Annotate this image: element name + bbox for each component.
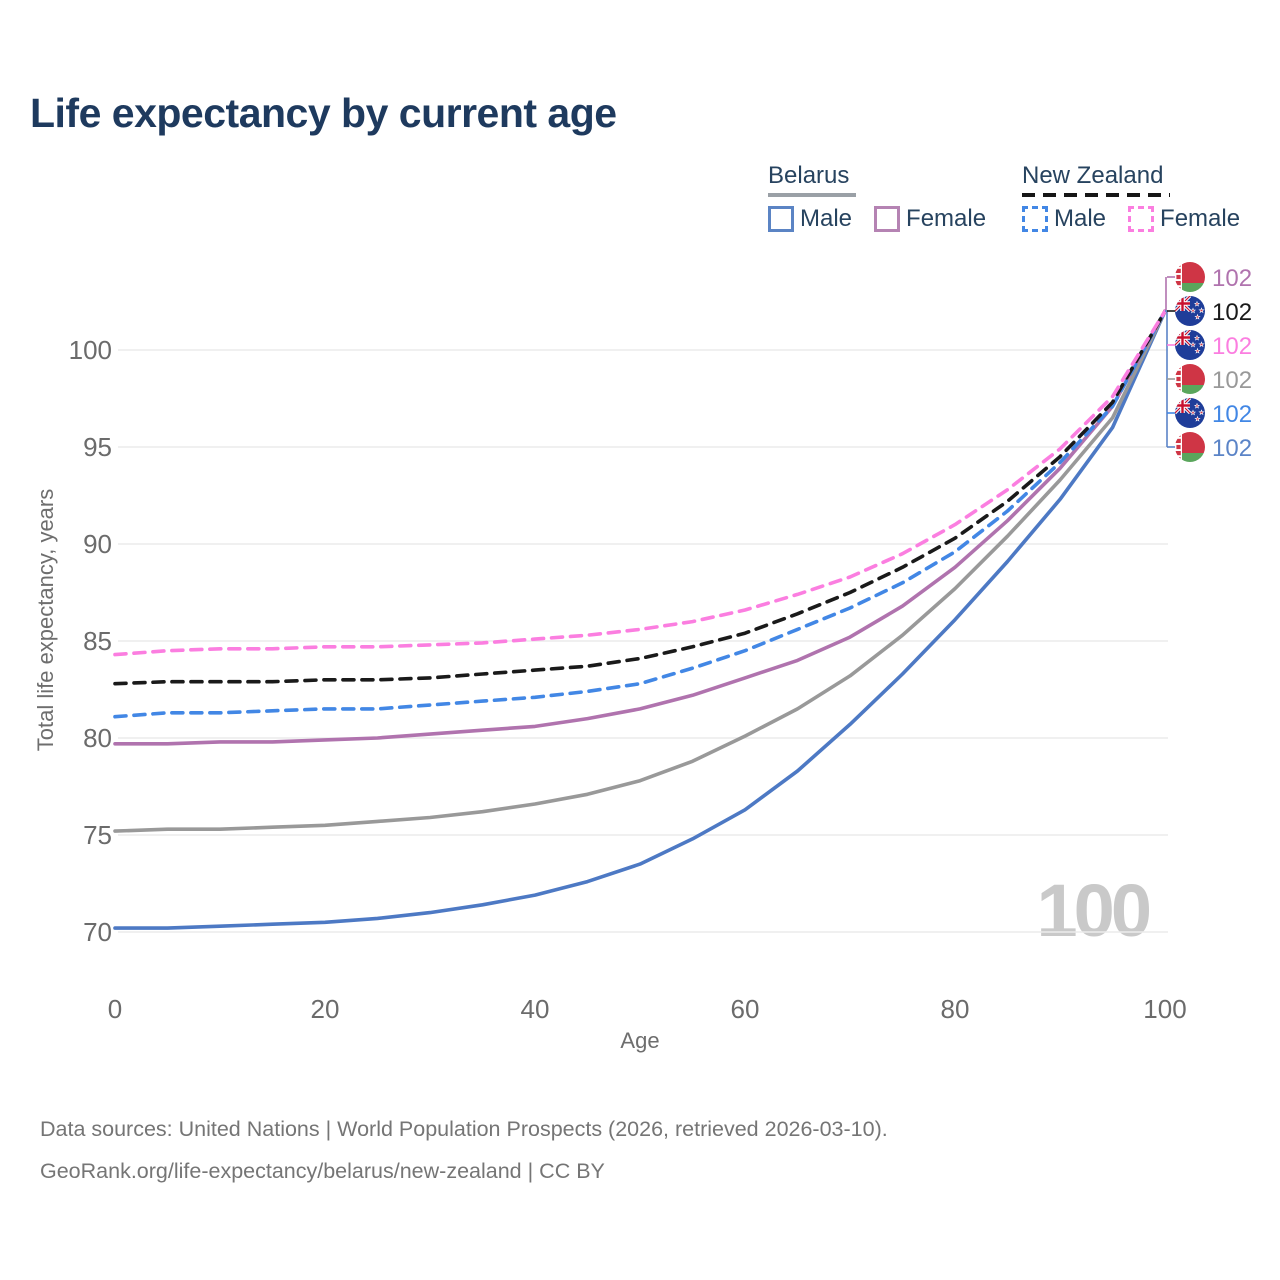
legend-item-nz-male[interactable]: Male	[1022, 205, 1106, 233]
legend-item-belarus-male[interactable]: Male	[768, 205, 852, 233]
footer-attribution-link[interactable]: GeoRank.org/life-expectancy/belarus/new-…	[40, 1159, 605, 1183]
series-line-belarus_both	[113, 309, 1167, 833]
end-value-nz_both: 102	[1212, 299, 1252, 326]
legend-item-label: Male	[800, 205, 853, 232]
x-tick-label-60: 60	[731, 994, 760, 1024]
y-tick-label-70: 70	[83, 917, 112, 947]
nz-male-swatch[interactable]	[1022, 206, 1048, 232]
legend-group-belarus: Belarus Male Female	[768, 162, 1008, 233]
y-tick-label-100: 100	[69, 335, 112, 365]
age-counter-watermark: 100	[1036, 869, 1152, 952]
nz-female-swatch[interactable]	[1128, 206, 1155, 232]
legend-item-nz-female[interactable]: Female	[1128, 205, 1240, 233]
y-tick-label-85: 85	[83, 626, 112, 656]
series-line-belarus_female	[113, 309, 1167, 746]
series-line-nz_female	[113, 309, 1167, 657]
belarus-flag-icon	[1175, 432, 1205, 462]
footer: Data sources: United Nations | World Pop…	[40, 1108, 888, 1192]
end-value-belarus_female: 102	[1212, 265, 1252, 292]
y-tick-label-90: 90	[83, 529, 112, 559]
leader-line-down	[1165, 310, 1168, 447]
end-value-nz_male: 102	[1212, 401, 1252, 428]
footer-data-sources: Data sources: United Nations | World Pop…	[40, 1117, 888, 1141]
belarus-line-style-swatch	[768, 193, 856, 197]
legend-group-title[interactable]: New Zealand	[1022, 162, 1164, 189]
x-tick-label-80: 80	[941, 994, 970, 1024]
series-line-belarus_male	[113, 309, 1167, 930]
new-zealand-flag-icon	[1175, 330, 1205, 360]
end-value-belarus_both: 102	[1212, 367, 1252, 394]
x-tick-label-20: 20	[311, 994, 340, 1024]
belarus-flag-icon	[1175, 364, 1205, 394]
x-tick-label-100: 100	[1143, 994, 1186, 1024]
legend-item-label: Female	[1160, 205, 1241, 232]
x-tick-label-0: 0	[108, 994, 122, 1024]
legend-item-label: Male	[1054, 205, 1107, 232]
legend-group-title[interactable]: Belarus	[768, 162, 850, 189]
legend-item-belarus-female[interactable]: Female	[874, 205, 986, 233]
y-axis-title: Total life expectancy, years	[33, 488, 58, 752]
new-zealand-flag-icon	[1175, 398, 1205, 428]
legend-group-new-zealand: New Zealand Male Female	[1022, 162, 1262, 233]
belarus-male-swatch[interactable]	[768, 206, 794, 232]
end-value-belarus_male: 102	[1212, 435, 1252, 462]
grid-layer	[118, 349, 1168, 933]
x-tick-label-40: 40	[521, 994, 550, 1024]
belarus-female-swatch[interactable]	[874, 206, 901, 232]
leader-line-up	[1165, 277, 1167, 312]
y-tick-label-75: 75	[83, 820, 112, 850]
legend-item-label: Female	[906, 205, 987, 232]
annotation-layer: 102 102 102 102 102 102	[1165, 262, 1252, 462]
new-zealand-flag-icon	[1175, 296, 1205, 326]
x-axis-title: Age	[620, 1028, 659, 1053]
series-line-nz_male	[113, 309, 1167, 719]
y-tick-label-95: 95	[83, 432, 112, 462]
series-layer	[113, 309, 1167, 930]
y-tick-label-80: 80	[83, 723, 112, 753]
series-line-nz_both	[113, 309, 1167, 686]
new-zealand-line-style-swatch	[1022, 193, 1170, 197]
page-title: Life expectancy by current age	[30, 90, 617, 136]
end-value-nz_female: 102	[1212, 333, 1252, 360]
belarus-flag-icon	[1175, 262, 1205, 292]
